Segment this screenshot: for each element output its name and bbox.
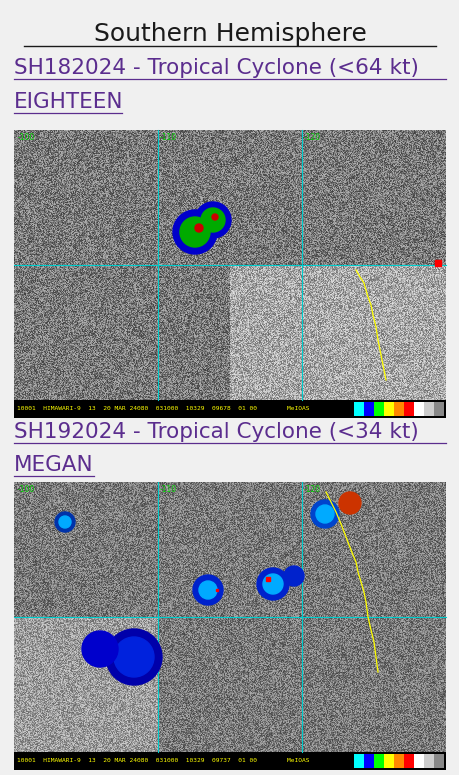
Text: -120: -120 — [303, 485, 320, 494]
Circle shape — [199, 581, 217, 599]
Text: -100: -100 — [18, 133, 35, 142]
Bar — [393, 754, 403, 768]
Circle shape — [195, 202, 230, 238]
Circle shape — [173, 210, 217, 254]
Bar — [433, 402, 443, 416]
Text: -100: -100 — [18, 485, 35, 494]
Bar — [423, 754, 433, 768]
Text: EIGHTEEN: EIGHTEEN — [14, 92, 123, 112]
Circle shape — [338, 492, 360, 514]
Text: Southern Hemisphere: Southern Hemisphere — [93, 22, 366, 46]
FancyBboxPatch shape — [14, 130, 445, 400]
Bar — [373, 402, 383, 416]
Circle shape — [315, 505, 333, 523]
Text: MEGAN: MEGAN — [14, 455, 94, 475]
Circle shape — [195, 224, 202, 232]
Circle shape — [310, 500, 338, 528]
Circle shape — [257, 568, 288, 600]
Circle shape — [193, 575, 223, 605]
Bar — [373, 754, 383, 768]
Bar — [423, 402, 433, 416]
Circle shape — [179, 217, 210, 247]
Circle shape — [201, 208, 224, 232]
Bar — [413, 754, 423, 768]
Bar — [353, 402, 363, 416]
Bar — [383, 754, 393, 768]
Bar — [353, 754, 363, 768]
Text: SH182024 - Tropical Cyclone (<64 kt): SH182024 - Tropical Cyclone (<64 kt) — [14, 58, 418, 78]
FancyBboxPatch shape — [14, 400, 445, 418]
Circle shape — [106, 629, 162, 685]
Bar — [363, 402, 373, 416]
Text: SH192024 - Tropical Cyclone (<34 kt): SH192024 - Tropical Cyclone (<34 kt) — [14, 422, 418, 442]
Circle shape — [114, 637, 154, 677]
FancyBboxPatch shape — [14, 752, 445, 770]
Circle shape — [263, 574, 282, 594]
Text: 10001  HIMAWARI-9  13  20 MAR 24080  031000  10329  09737  01 00        MeIOAS: 10001 HIMAWARI-9 13 20 MAR 24080 031000 … — [17, 759, 309, 763]
Text: 10001  HIMAWARI-9  13  20 MAR 24080  031000  10329  09678  01 00        MeIOAS: 10001 HIMAWARI-9 13 20 MAR 24080 031000 … — [17, 407, 309, 412]
Bar — [363, 754, 373, 768]
Bar — [403, 402, 413, 416]
Bar — [383, 402, 393, 416]
Circle shape — [82, 631, 118, 667]
Text: -120: -120 — [303, 133, 320, 142]
Circle shape — [283, 566, 303, 586]
Bar — [433, 754, 443, 768]
Circle shape — [55, 512, 75, 532]
Bar — [403, 754, 413, 768]
Bar — [413, 402, 423, 416]
Text: -110: -110 — [160, 485, 177, 494]
Text: -110: -110 — [160, 133, 177, 142]
Circle shape — [59, 516, 71, 528]
Circle shape — [212, 214, 218, 220]
Bar — [393, 402, 403, 416]
